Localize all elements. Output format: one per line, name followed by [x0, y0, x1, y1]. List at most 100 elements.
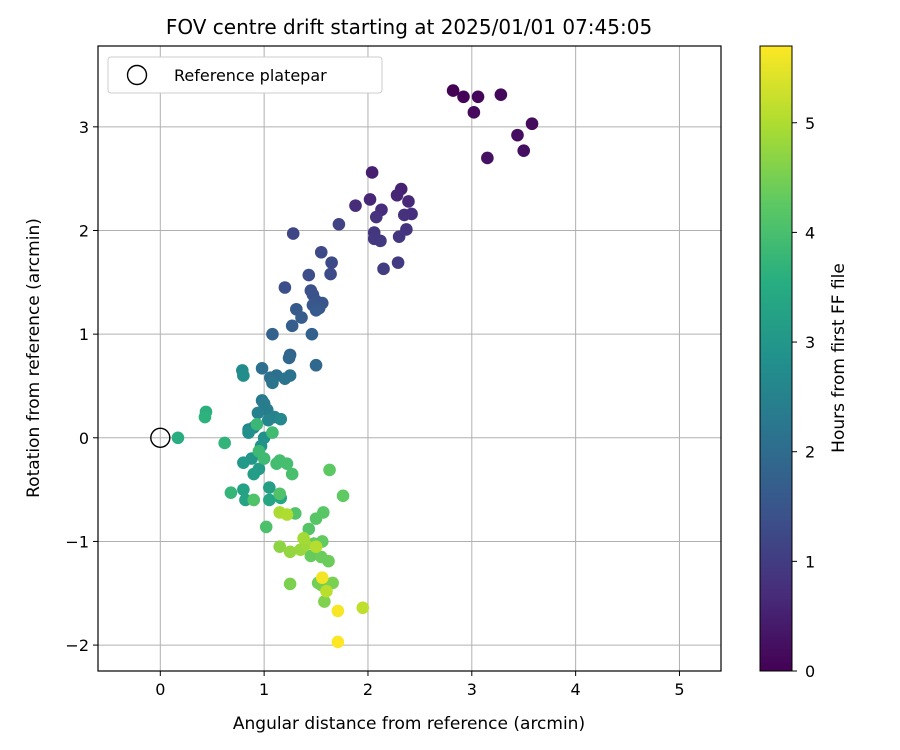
data-point [218, 436, 231, 450]
x-tick-label: 2 [363, 680, 373, 699]
data-point [331, 604, 345, 618]
y-axis-label: Rotation from reference (arcmin) [24, 218, 44, 498]
data-point [237, 483, 250, 496]
data-point [317, 506, 330, 519]
data-point [283, 545, 297, 559]
reference-point [150, 427, 171, 448]
colorbar-tick-label: 2 [805, 443, 815, 462]
data-point [283, 577, 297, 591]
y-axis-ticks: −2 −1 0 1 2 3 [65, 118, 98, 655]
data-point [302, 268, 316, 282]
data-point [325, 256, 338, 269]
x-axis-ticks: 0 1 2 3 4 5 [155, 671, 685, 699]
legend-marker-open-circle [126, 64, 148, 86]
data-point [295, 311, 308, 324]
x-tick-label: 5 [674, 680, 684, 699]
y-tick-label: 1 [79, 325, 89, 344]
legend: Reference platepar [107, 56, 383, 94]
data-point [309, 304, 323, 317]
data-point [318, 595, 331, 608]
data-point [278, 281, 292, 294]
data-point [280, 508, 294, 521]
data-point [517, 144, 531, 157]
data-point [315, 571, 329, 585]
data-point [261, 413, 275, 427]
data-point [266, 327, 279, 341]
data-point [263, 481, 276, 494]
data-point [242, 426, 255, 439]
data-point [356, 601, 370, 615]
plot-frame [97, 45, 722, 672]
data-point [259, 520, 273, 534]
data-point [467, 106, 481, 119]
data-point [446, 84, 460, 97]
colorbar-tick-label: 5 [805, 114, 815, 133]
data-point [273, 540, 287, 553]
data-point [237, 456, 250, 469]
data-point [481, 151, 494, 165]
data-point [365, 166, 379, 179]
colorbar-label: Hours from first FF file [829, 263, 849, 453]
legend-box [107, 56, 383, 94]
data-point [324, 267, 337, 281]
x-tick-label: 0 [155, 680, 165, 699]
data-point [471, 90, 485, 104]
data-point [266, 426, 279, 439]
data-point [198, 410, 212, 424]
x-tick-label: 4 [571, 680, 581, 699]
data-point [314, 245, 328, 259]
data-point [297, 532, 310, 545]
colorbar: 0 1 2 3 4 5 Hours from first FF file [759, 45, 849, 681]
data-point [390, 188, 404, 202]
colorbar-tick-label: 1 [805, 552, 815, 571]
data-point [286, 227, 300, 240]
data-point [305, 327, 319, 341]
data-point [250, 418, 264, 431]
data-point [285, 467, 299, 481]
data-point [247, 467, 261, 481]
data-point [255, 362, 269, 375]
y-tick-label: 0 [79, 429, 89, 448]
data-point [374, 234, 387, 248]
x-axis-label: Angular distance from reference (arcmin) [233, 714, 585, 734]
colorbar-tick-label: 0 [805, 662, 815, 681]
colorbar-tick-label: 4 [805, 223, 815, 242]
data-point [273, 487, 287, 501]
data-point [457, 90, 470, 104]
data-point [392, 230, 406, 244]
data-point [332, 217, 346, 231]
x-tick-label: 3 [467, 680, 477, 699]
data-point [285, 319, 299, 333]
data-point [322, 554, 335, 568]
colorbar-gradient [759, 45, 793, 672]
data-point [369, 210, 383, 224]
data-point [323, 463, 336, 477]
data-point [278, 372, 292, 386]
data-point [280, 457, 294, 471]
data-point [171, 431, 185, 445]
colorbar-ticks: 0 1 2 3 4 5 [792, 114, 815, 681]
y-tick-label: −2 [65, 636, 89, 655]
data-point [302, 522, 316, 536]
data-point [263, 493, 276, 507]
data-point [511, 128, 524, 142]
data-point [525, 117, 539, 131]
data-point [251, 406, 265, 420]
chart-title: FOV centre drift starting at 2025/01/01 … [166, 15, 652, 39]
scatter-points [171, 84, 539, 649]
data-point [257, 452, 271, 465]
data-point [363, 193, 377, 206]
data-point [320, 584, 333, 598]
data-point [247, 493, 261, 507]
data-point [237, 369, 250, 382]
data-point [304, 549, 318, 563]
y-tick-label: 2 [79, 221, 89, 240]
data-point [402, 195, 415, 208]
data-point [282, 351, 296, 365]
data-point [391, 256, 405, 269]
data-point [266, 376, 279, 390]
data-point [309, 540, 323, 553]
data-point [349, 199, 362, 212]
x-tick-label: 1 [259, 680, 269, 699]
